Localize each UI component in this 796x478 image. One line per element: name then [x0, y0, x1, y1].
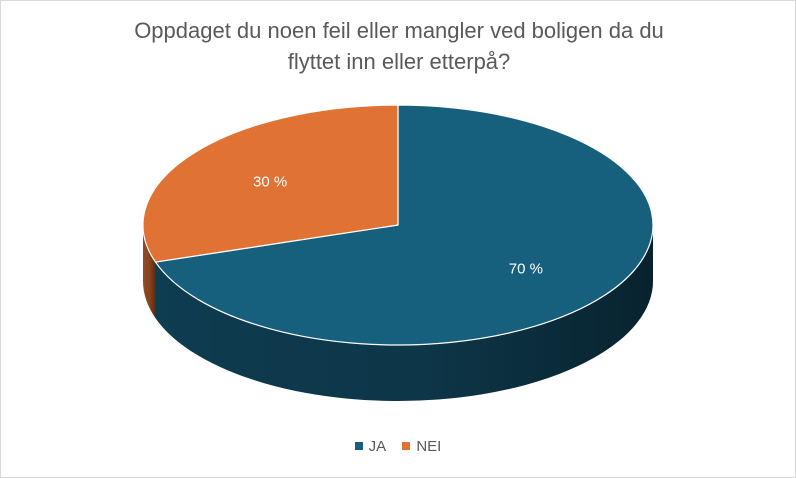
pie-slice-ja — [154, 104, 654, 346]
chart-title-line-2: flyttet inn eller etterpå? — [287, 49, 511, 74]
pie-slice-nei — [142, 104, 399, 263]
pie-side-shade-nei — [143, 225, 156, 319]
pie-side-walls — [143, 225, 653, 402]
legend-label-nei: NEI — [416, 437, 442, 455]
data-label-nei: 30 % — [253, 173, 287, 190]
legend-swatch-nei — [402, 442, 411, 450]
chart-title-line-1: Oppdaget du noen feil eller mangler ved … — [134, 18, 664, 43]
data-label-ja: 70 % — [509, 261, 543, 278]
pie-top-slices — [142, 104, 654, 346]
legend-item-ja: JA — [354, 437, 387, 455]
chart-title: Oppdaget du noen feil eller mangler ved … — [61, 15, 737, 77]
legend-label-ja: JA — [368, 437, 387, 455]
chart-legend: JA NEI — [0, 437, 796, 455]
pie-side-shade-ja — [155, 225, 653, 402]
pie-data-labels: 70 % 30 % — [253, 173, 543, 277]
legend-item-nei: NEI — [402, 438, 441, 455]
legend-swatch-ja — [354, 442, 363, 450]
